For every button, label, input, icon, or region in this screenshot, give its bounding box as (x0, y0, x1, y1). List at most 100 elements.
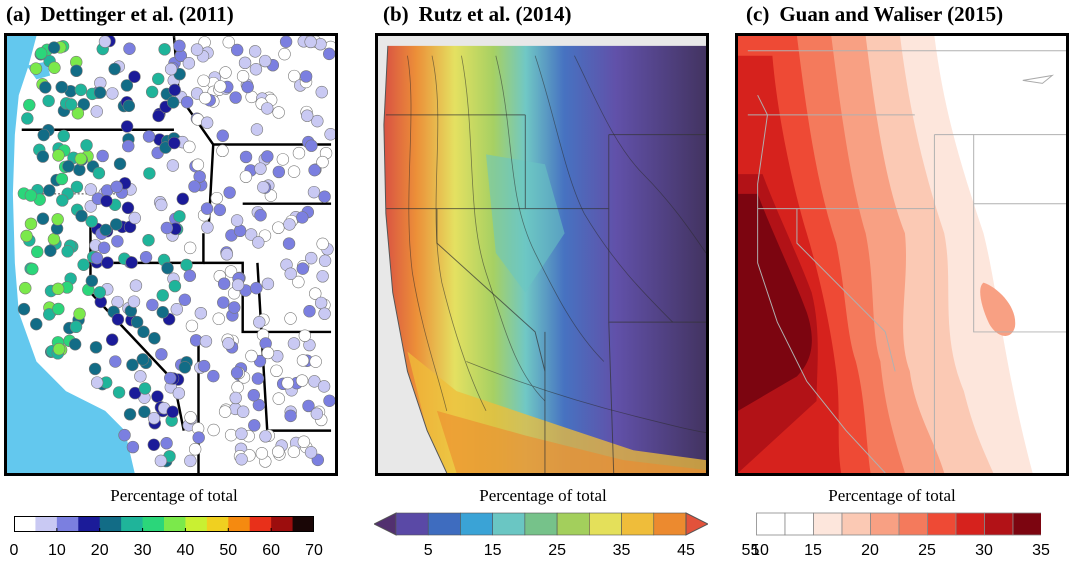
station-dot (55, 172, 69, 186)
colorbar-a-tick-label: 60 (262, 542, 281, 559)
colorbar-c (756, 512, 1041, 536)
station-dot (216, 144, 229, 158)
station-dot (121, 201, 135, 215)
station-dot (252, 236, 265, 249)
station-dot (287, 445, 301, 459)
station-dot (29, 62, 43, 75)
panel-b-label: (b) (383, 2, 409, 26)
station-dot (258, 54, 272, 68)
station-dot (224, 428, 238, 442)
station-dot (64, 98, 78, 111)
station-dot (96, 149, 109, 163)
colorbar-a-tick-label: 70 (305, 542, 323, 559)
station-dot (52, 149, 65, 162)
station-dot (26, 262, 39, 276)
station-dot (85, 274, 99, 288)
station-dot (239, 170, 253, 183)
colorbar-c-segment (1012, 512, 1041, 536)
station-dot (308, 375, 321, 388)
colorbar-b (374, 512, 708, 536)
colorbar-b-tick-label: 25 (548, 542, 567, 559)
colorbar-b-segment (460, 512, 493, 536)
station-dot (88, 362, 102, 376)
station-dot (137, 325, 150, 339)
colorbar-b-segment (524, 512, 558, 536)
station-dot (127, 295, 141, 308)
station-dot (84, 183, 97, 196)
station-dot (128, 70, 141, 83)
station-dot (164, 62, 178, 76)
station-dot (98, 36, 112, 48)
station-dot (71, 107, 85, 120)
station-dot (68, 338, 82, 351)
station-dot (296, 354, 310, 367)
station-dot (248, 45, 262, 58)
station-dot (231, 278, 245, 292)
station-dot (308, 163, 321, 177)
station-dot (36, 150, 50, 163)
station-dot (318, 190, 331, 203)
station-dot (42, 94, 55, 108)
colorbar-a-segment (185, 516, 208, 532)
station-dot (143, 167, 156, 180)
station-dot (284, 267, 297, 280)
station-dot (17, 302, 31, 316)
station-dot (180, 258, 193, 272)
station-dot (21, 112, 34, 125)
station-dot (197, 359, 211, 373)
station-dot (56, 194, 69, 207)
station-dot (139, 251, 153, 264)
colorbar-c-tick-label: 20 (861, 542, 879, 559)
station-dot (257, 181, 270, 194)
colorbar-c-segment (898, 512, 928, 536)
station-dot (166, 405, 179, 419)
station-dot (183, 140, 196, 154)
panel-c-title: (c) Guan and Waliser (2015) (746, 0, 1003, 28)
station-dot (314, 296, 328, 310)
station-dot (36, 212, 50, 225)
colorbar-c-segment (984, 512, 1014, 536)
station-dot (220, 248, 234, 261)
colorbar-b-segment (492, 512, 526, 536)
station-dot (254, 162, 267, 175)
station-dot (316, 155, 329, 169)
station-dot (287, 337, 301, 350)
station-dot (216, 129, 229, 142)
station-dot (43, 184, 56, 197)
station-dot (161, 261, 174, 275)
station-dot (97, 241, 111, 255)
panel-b-citation: Rutz et al. (2014) (418, 2, 572, 26)
station-dot (298, 329, 312, 342)
station-dot (24, 189, 38, 202)
station-dot (212, 312, 225, 325)
station-dot (315, 85, 328, 99)
station-dot (191, 158, 205, 171)
colorbar-b-tick-label: 5 (423, 542, 433, 559)
station-dot (120, 120, 134, 133)
station-dot (248, 419, 261, 432)
station-dot (142, 130, 156, 143)
station-dot (318, 254, 332, 267)
station-dot (316, 237, 329, 251)
colorbar-b-tick-label: 45 (677, 542, 695, 559)
station-dot (222, 337, 235, 350)
station-dot (188, 443, 202, 456)
colorbar-c-tick-label: 15 (804, 542, 822, 559)
colorbar-a-svg (14, 516, 314, 532)
station-dot (217, 296, 230, 309)
station-dot (73, 163, 86, 177)
station-dot (93, 286, 106, 299)
station-dot (125, 256, 138, 269)
station-dot (170, 303, 183, 316)
station-dot (136, 353, 150, 366)
colorbar-c-tick-label: 25 (918, 542, 936, 559)
station-dot (122, 99, 136, 113)
colorbar-b-segment (427, 512, 461, 536)
station-dot (168, 83, 181, 97)
station-dot (249, 63, 263, 76)
station-dot (272, 106, 285, 119)
station-dot (261, 102, 274, 115)
panel-a-label: (a) (6, 2, 31, 26)
station-dot (37, 128, 50, 142)
station-dot (154, 454, 168, 468)
